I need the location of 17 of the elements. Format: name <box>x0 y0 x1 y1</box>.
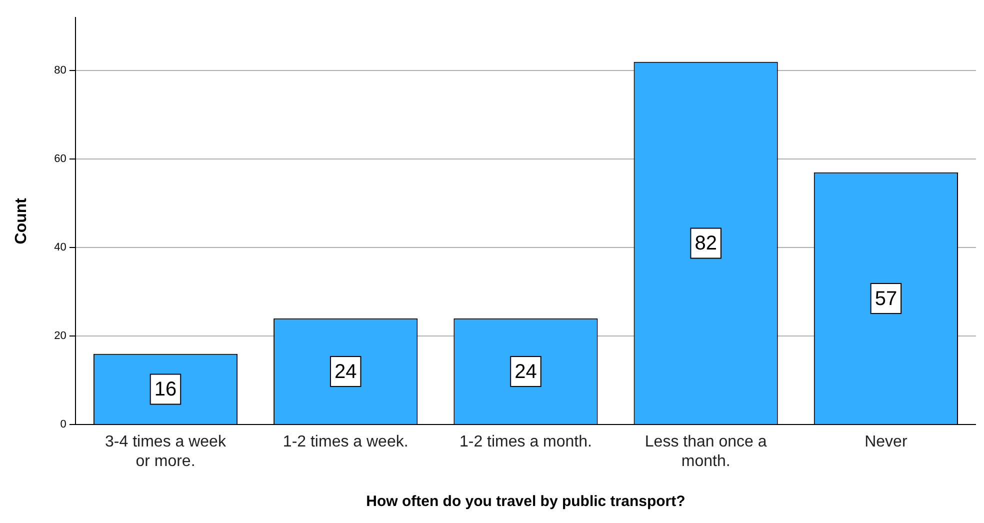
y-tick-label: 0 <box>60 418 66 431</box>
x-axis-title: How often do you travel by public transport? <box>366 493 686 510</box>
data-label: 16 <box>154 378 177 401</box>
y-axis-title: Count <box>13 197 30 244</box>
x-tick-label: 3-4 times a week or more. <box>105 434 227 470</box>
data-label: 24 <box>514 361 537 384</box>
data-label: 24 <box>334 361 357 384</box>
y-tick-label: 80 <box>54 64 66 77</box>
y-tick-label: 60 <box>54 153 66 166</box>
data-label: 57 <box>874 288 898 310</box>
x-tick-label: Less than once a month. <box>644 434 767 470</box>
x-tick-label: 1-2 times a month. <box>459 434 592 451</box>
y-tick-label: 20 <box>54 330 66 342</box>
data-label: 82 <box>694 232 717 255</box>
x-tick-label: 1-2 times a week. <box>282 434 408 451</box>
x-tick-label: Never <box>864 434 908 451</box>
y-tick-label: 40 <box>54 242 66 254</box>
